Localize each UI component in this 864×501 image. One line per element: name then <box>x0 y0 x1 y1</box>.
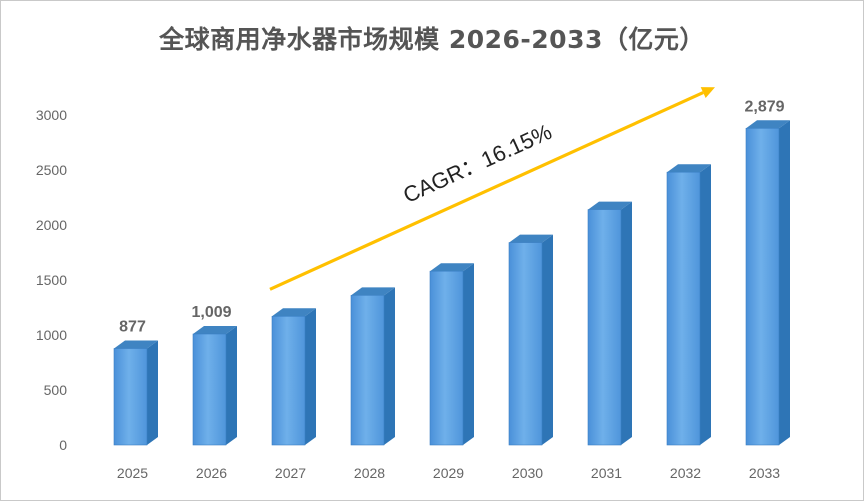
bar-side <box>621 201 632 445</box>
bar-front <box>745 128 780 446</box>
bar-2030 <box>508 234 553 446</box>
y-tick-label: 3000 <box>36 107 67 123</box>
data-label: 877 <box>119 319 146 336</box>
x-tick-label: 2031 <box>591 465 622 481</box>
x-tick-label: 2027 <box>275 465 306 481</box>
bar-front <box>666 171 701 446</box>
chart-title: 全球商用净水器市场规模 2026-2033（亿元） <box>159 25 705 54</box>
bar-front <box>587 209 622 446</box>
bar-side <box>226 326 237 445</box>
bar-top <box>509 234 553 243</box>
y-tick-label: 2000 <box>36 217 67 233</box>
bar-front <box>192 333 227 446</box>
bar-side <box>463 263 474 445</box>
bar-front <box>429 270 464 446</box>
bar-2032 <box>666 164 711 446</box>
bar-front <box>113 348 148 446</box>
y-tick-label: 0 <box>59 437 67 453</box>
bar-side <box>384 287 395 445</box>
x-tick-label: 2025 <box>117 465 148 481</box>
bar-side <box>147 340 158 445</box>
bar-side <box>542 234 553 445</box>
data-label: 2,879 <box>744 98 784 115</box>
bar-2028 <box>350 287 395 446</box>
bar-side <box>305 308 316 445</box>
bar-front <box>508 242 543 446</box>
cagr-arrow-line <box>269 91 704 291</box>
bar-2033 <box>745 120 790 446</box>
bar-2029 <box>429 263 474 446</box>
cagr-arrow-head <box>700 87 715 99</box>
x-tick-label: 2029 <box>433 465 464 481</box>
bar-side <box>700 164 711 445</box>
bar-top <box>351 287 395 296</box>
x-tick-label: 2030 <box>512 465 543 481</box>
x-tick-label: 2032 <box>670 465 701 481</box>
bar-2026 <box>192 326 237 446</box>
y-tick-label: 1500 <box>36 272 67 288</box>
bar-2031 <box>587 201 632 446</box>
bar-top <box>430 263 474 272</box>
bar-front <box>350 295 385 446</box>
bar-top <box>272 308 316 317</box>
y-tick-label: 2500 <box>36 162 67 178</box>
y-tick-label: 1000 <box>36 327 67 343</box>
bar-side <box>779 120 790 445</box>
x-tick-label: 2026 <box>196 465 227 481</box>
bar-top <box>667 164 711 173</box>
bar-top <box>114 340 158 349</box>
data-label: 1,009 <box>191 304 231 321</box>
bar-top <box>193 326 237 335</box>
bar-2025 <box>113 340 158 446</box>
bar-front <box>271 315 306 446</box>
y-tick-label: 500 <box>44 382 68 398</box>
bar-top <box>588 201 632 210</box>
x-tick-label: 2033 <box>749 465 780 481</box>
bar-2027 <box>271 308 316 446</box>
x-tick-label: 2028 <box>354 465 385 481</box>
bar-top <box>746 120 790 129</box>
